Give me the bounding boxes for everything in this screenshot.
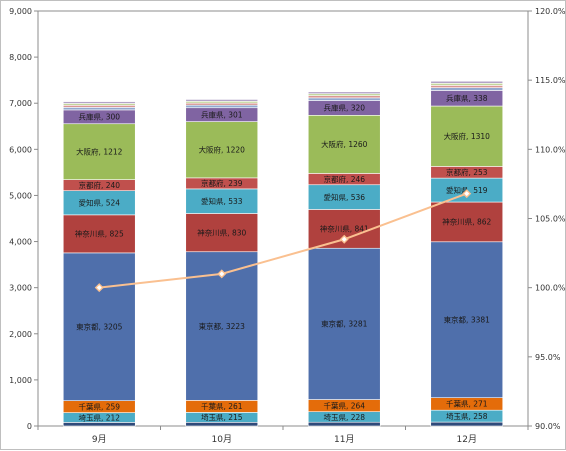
data-label: 大阪府, 1212 <box>76 146 123 156</box>
y-left-tick-label: 3,000 <box>9 284 32 293</box>
data-label: 京都府, 246 <box>323 174 365 184</box>
bar-segment <box>62 190 136 216</box>
data-label: 東京都, 3281 <box>321 319 368 329</box>
y-left-tick-label: 7,000 <box>9 99 32 108</box>
data-label: 大阪府, 1310 <box>444 131 491 141</box>
data-label: 東京都, 3205 <box>76 322 123 332</box>
ratio-line <box>94 189 472 293</box>
data-label: 埼玉県, 258 <box>446 411 488 421</box>
data-label: 兵庫県, 301 <box>201 109 243 119</box>
data-label: 埼玉県, 215 <box>201 412 243 422</box>
y-right-tick-label: 90.0% <box>535 422 561 431</box>
y-right-tick-label: 120.0% <box>535 7 566 16</box>
y-left-tick-label: 4,000 <box>9 238 32 247</box>
y-right-tick-label: 95.0% <box>535 353 561 362</box>
y-left-tick-label: 6,000 <box>9 145 32 154</box>
bar-segment <box>307 421 381 427</box>
data-label: 千葉県, 259 <box>78 401 120 411</box>
ratio-line-point <box>339 234 349 244</box>
bar-segment <box>185 104 259 109</box>
bar-segment <box>62 104 136 108</box>
bar-segment <box>430 87 504 91</box>
data-label: 兵庫県, 300 <box>78 112 120 122</box>
data-label: 東京都, 3381 <box>444 315 491 325</box>
bar-segment <box>62 422 136 427</box>
ratio-line-point <box>217 269 227 279</box>
bar-segment <box>185 121 259 179</box>
bar-segment <box>430 80 504 84</box>
data-label: 神奈川県, 830 <box>197 227 246 237</box>
y-left-tick-label: 0 <box>27 422 32 431</box>
data-label: 千葉県, 264 <box>323 400 365 410</box>
data-label: 京都府, 253 <box>446 167 488 177</box>
y-left-tick-label: 5,000 <box>9 191 32 200</box>
bar-segment <box>185 99 259 102</box>
bar-segment <box>307 115 381 174</box>
data-label: 愛知県, 533 <box>201 196 243 206</box>
data-label: 神奈川県, 841 <box>320 224 369 234</box>
bar-segment <box>430 83 504 86</box>
x-tick-label: 9月 <box>92 434 107 445</box>
bar-segment <box>307 247 381 400</box>
bar-segment <box>307 95 381 99</box>
bar-segment <box>430 421 504 427</box>
data-label: 東京都, 3223 <box>199 321 246 331</box>
data-label: 愛知県, 536 <box>323 192 365 202</box>
y-left-tick-label: 9,000 <box>9 7 32 16</box>
data-label: 千葉県, 271 <box>446 399 488 409</box>
bar-segment <box>185 422 259 427</box>
bar-segment <box>62 101 136 104</box>
y-left-tick-label: 1,000 <box>9 376 32 385</box>
y-left-tick-label: 8,000 <box>9 53 32 62</box>
bars <box>62 80 504 427</box>
bar-segment <box>307 97 381 101</box>
data-label: 千葉県, 261 <box>201 401 243 411</box>
bar-segment <box>430 201 504 243</box>
y-right-tick-label: 110.0% <box>535 145 566 154</box>
data-label: 神奈川県, 825 <box>75 229 124 239</box>
data-label: 京都府, 239 <box>201 178 243 188</box>
data-label: 神奈川県, 862 <box>442 217 491 227</box>
bar-segment <box>62 214 136 254</box>
y-right-tick-label: 115.0% <box>535 76 566 85</box>
data-label: 兵庫県, 338 <box>446 93 488 103</box>
bar-segment <box>430 241 504 398</box>
data-label: 埼玉県, 212 <box>78 412 120 422</box>
bar-segment <box>430 105 504 167</box>
bar-segment <box>430 85 504 88</box>
bar-segment <box>62 252 136 401</box>
data-label: 愛知県, 524 <box>78 198 120 208</box>
x-tick-label: 10月 <box>212 434 232 445</box>
ratio-line-point <box>94 283 104 293</box>
x-tick-label: 11月 <box>334 434 354 445</box>
y-right-tick-label: 100.0% <box>535 284 566 293</box>
data-label: 兵庫県, 320 <box>323 103 365 113</box>
data-label: 大阪府, 1260 <box>321 139 368 149</box>
data-label: 埼玉県, 228 <box>323 412 365 422</box>
ratio-line-path <box>99 192 468 289</box>
bar-segment <box>62 123 136 180</box>
y-left-tick-label: 2,000 <box>9 330 32 339</box>
bar-segment <box>185 102 259 106</box>
data-label: 大阪府, 1220 <box>199 145 246 155</box>
ratio-line-point <box>462 189 472 199</box>
bar-segment <box>307 91 381 95</box>
axes: 0 1,000 2,000 3,000 4,000 5,000 6,000 7,000 8,00… <box>9 7 566 445</box>
x-tick-label: 12月 <box>457 434 477 445</box>
data-label: 京都府, 240 <box>78 180 120 190</box>
y-right-tick-label: 105.0% <box>535 215 566 224</box>
bar-segment <box>62 107 136 111</box>
